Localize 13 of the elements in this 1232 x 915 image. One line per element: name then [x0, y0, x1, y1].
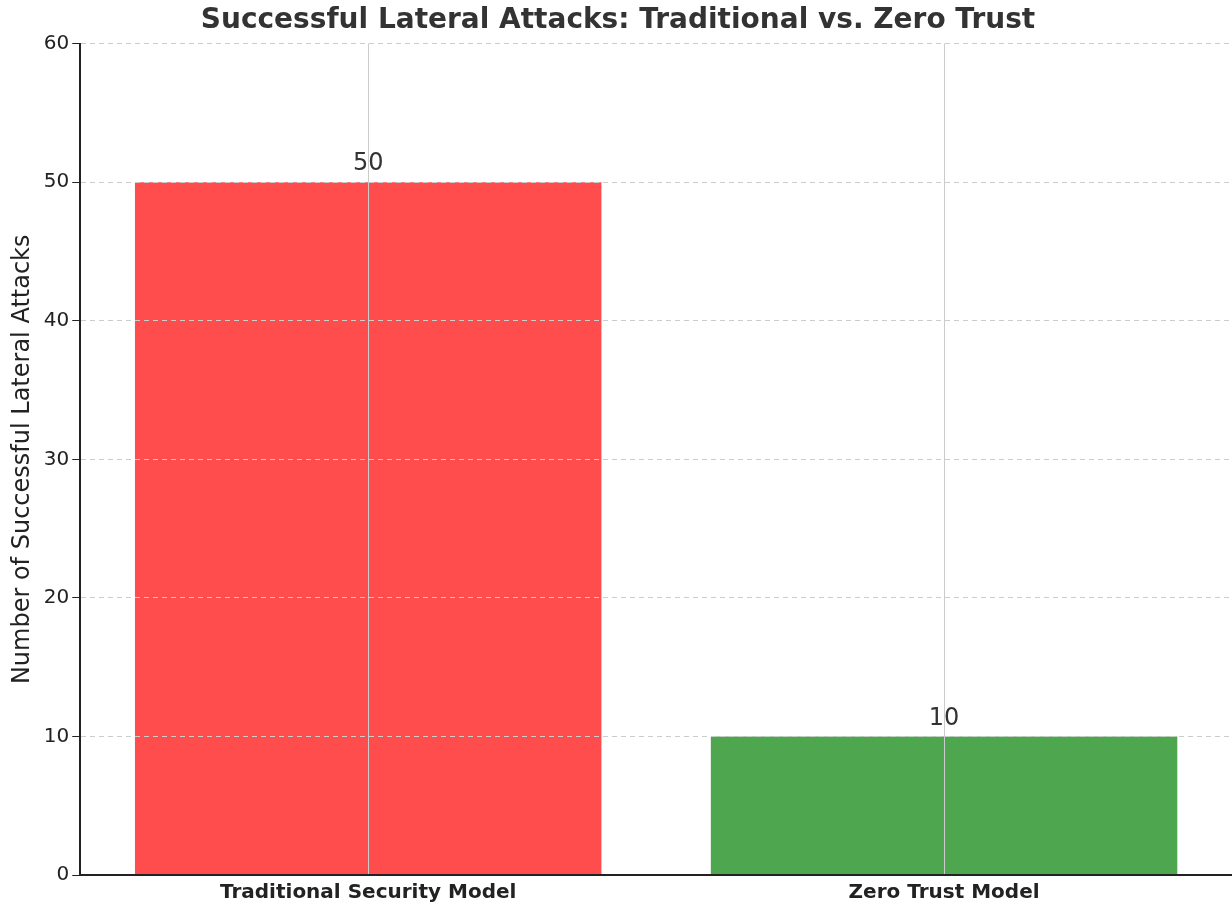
- y-tick-label: 0: [56, 861, 70, 886]
- y-tick-label: 10: [43, 722, 70, 747]
- x-tick-label: Zero Trust Model: [848, 879, 1040, 904]
- y-tick-label: 50: [43, 168, 70, 193]
- y-tick-label: 20: [43, 584, 70, 609]
- data-label: 10: [928, 702, 960, 731]
- y-tick-label: 30: [43, 445, 70, 470]
- chart-title: Successful Lateral Attacks: Traditional vs. Zero Trust: [200, 2, 1036, 36]
- data-label: 50: [352, 148, 384, 177]
- x-tick-label: Traditional Security Model: [219, 879, 517, 904]
- y-tick-label: 60: [43, 29, 70, 54]
- y-axis-title: Number of Successful Lateral Attacks: [6, 234, 35, 685]
- y-tick-label: 40: [43, 306, 70, 331]
